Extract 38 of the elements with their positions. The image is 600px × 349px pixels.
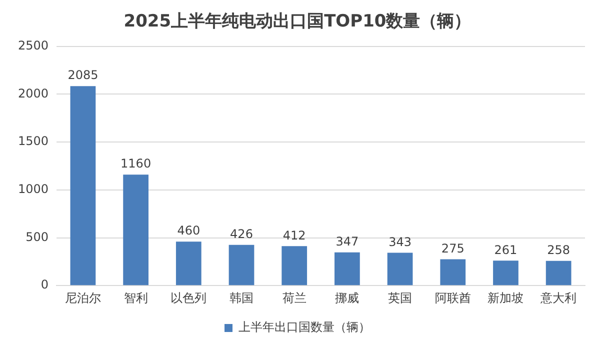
x-tick-label: 阿联酋 <box>434 290 471 305</box>
legend-label: 上半年出口国数量（辆） <box>238 320 370 334</box>
x-tick-label: 荷兰 <box>282 290 306 305</box>
x-tick-label: 尼泊尔 <box>64 290 101 305</box>
bar <box>70 86 96 286</box>
data-label: 275 <box>441 241 464 256</box>
bar <box>440 259 466 286</box>
bar <box>123 174 148 286</box>
bar <box>282 246 308 286</box>
data-label: 258 <box>547 243 570 258</box>
y-tick-label: 0 <box>40 278 49 292</box>
data-label: 412 <box>282 228 306 242</box>
data-label: 460 <box>177 224 200 238</box>
x-tick-label: 新加坡 <box>488 290 524 305</box>
x-tick-label: 英国 <box>388 290 412 305</box>
x-tick-label: 意大利 <box>540 290 577 305</box>
bar <box>493 260 518 286</box>
bar <box>546 260 572 286</box>
x-tick-label: 智利 <box>124 290 148 305</box>
data-label: 426 <box>230 226 253 241</box>
y-tick-label: 1000 <box>18 182 49 196</box>
data-label: 2085 <box>68 68 98 82</box>
data-label: 343 <box>388 234 412 249</box>
y-tick-label: 2000 <box>18 86 49 100</box>
data-label: 1160 <box>120 156 152 171</box>
chart-title: 2025上半年纯电动出口国TOP10数量（辆） <box>124 12 472 32</box>
data-label: 347 <box>336 234 359 249</box>
bar <box>334 252 360 286</box>
y-tick-label: 500 <box>26 230 49 244</box>
y-tick-label: 2500 <box>18 38 49 53</box>
x-tick-label: 以色列 <box>170 290 207 305</box>
bar <box>228 244 254 286</box>
bar <box>387 252 413 286</box>
x-tick-label: 韩国 <box>230 290 254 305</box>
x-tick-label: 挪威 <box>335 290 360 305</box>
bar <box>176 242 202 286</box>
y-tick-label: 1500 <box>18 134 49 148</box>
data-label: 261 <box>494 242 518 257</box>
